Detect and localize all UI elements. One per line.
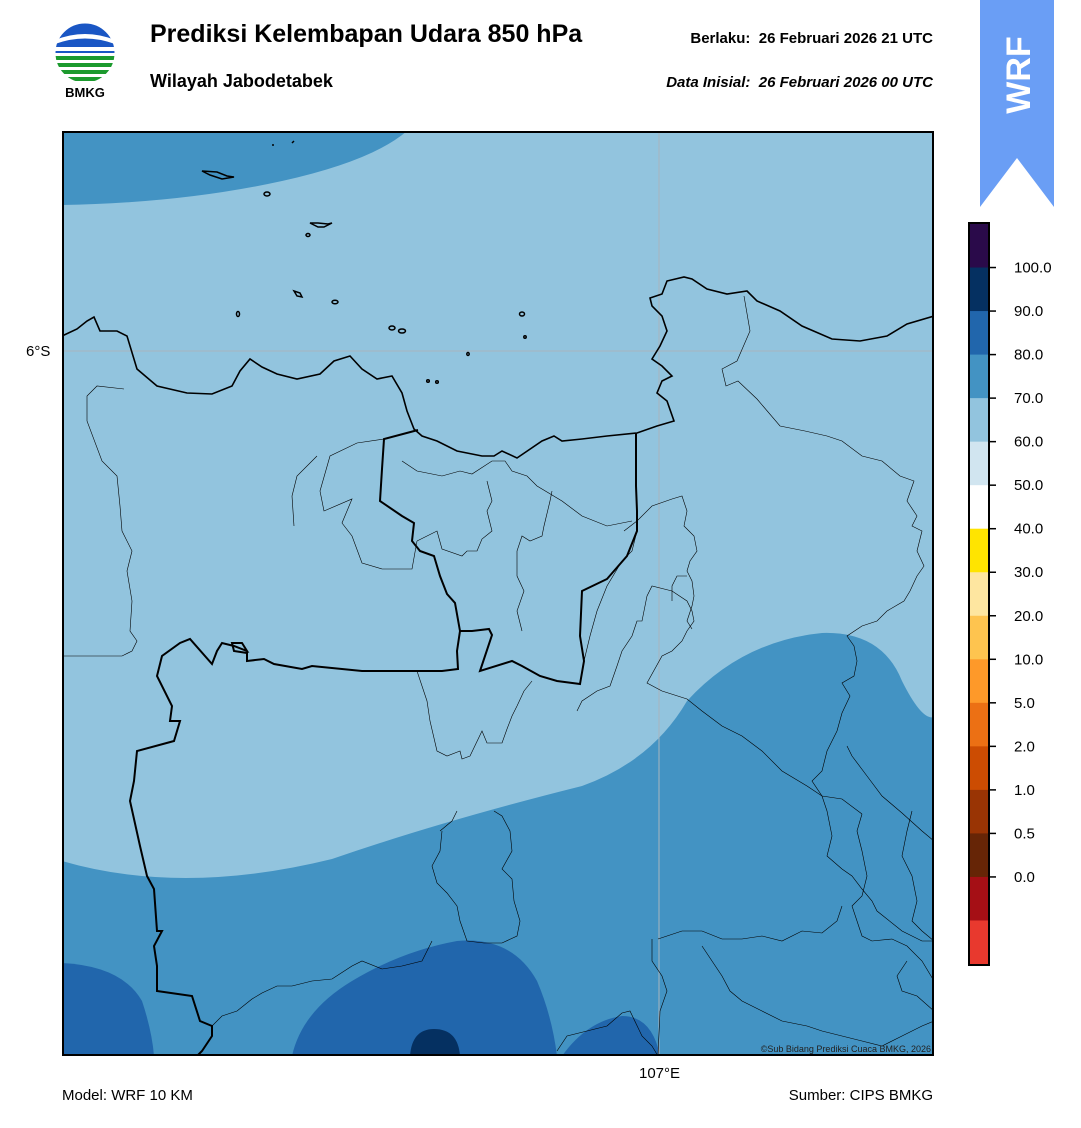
colorbar-band — [970, 224, 988, 269]
colorbar-tick-label: 0.5 — [1014, 825, 1035, 842]
colorbar-ticks: 100.0 90.0 80.0 70.0 60.0 50.0 40.0 30.0 20.0 10.… — [989, 260, 1052, 886]
colorbar-band — [970, 659, 988, 704]
lat-tick-label: 6°S — [26, 343, 51, 360]
page-title: Prediksi Kelembapan Udara 850 hPa — [150, 20, 583, 48]
valid-value: 26 Februari 2026 21 UTC — [758, 30, 933, 47]
init-value: 26 Februari 2026 00 UTC — [758, 74, 933, 91]
colorbar-band — [970, 311, 988, 356]
colorbar-tick-label: 0.0 — [1014, 869, 1035, 886]
field-80-90-west — [62, 963, 154, 1056]
colorbar-band — [970, 833, 988, 878]
humidity-map — [62, 131, 934, 1056]
colorbar-band — [970, 789, 988, 834]
map-border — [62, 131, 934, 1056]
colorbar-band — [970, 702, 988, 747]
colorbar-tick-label: 60.0 — [1014, 434, 1043, 451]
source-label: Sumber: CIPS BMKG — [788, 1087, 933, 1104]
colorbar-border — [968, 222, 990, 966]
valid-time: Berlaku: 26 Februari 2026 21 UTC — [690, 30, 933, 47]
wrf-badge: WRF — [980, 0, 1054, 207]
colorbar-tick-label: 30.0 — [1014, 564, 1043, 581]
colorbar-band — [970, 354, 988, 399]
page-subtitle: Wilayah Jabodetabek — [150, 71, 333, 91]
init-label: Data Inisial: — [666, 74, 751, 91]
logo-text: BMKG — [65, 85, 105, 100]
colorbar-band — [970, 267, 988, 312]
colorbar-tick-label: 10.0 — [1014, 651, 1043, 668]
lon-tick-label: 107°E — [639, 1065, 681, 1082]
islands — [201, 140, 527, 385]
colorbar-band — [970, 398, 988, 443]
colorbar-band — [970, 572, 988, 617]
regency-borders — [62, 295, 934, 1056]
colorbar-tick-label: 20.0 — [1014, 608, 1043, 625]
colorbar-tick-label: 5.0 — [1014, 695, 1035, 712]
colorbar-band — [970, 615, 988, 660]
colorbar-band — [970, 876, 988, 921]
bmkg-logo-icon — [54, 22, 116, 84]
colorbar-tick-label: 100.0 — [1014, 260, 1052, 277]
wrf-badge-text: WRF — [1000, 36, 1038, 113]
colorbar-tick-label: 1.0 — [1014, 782, 1035, 799]
colorbar-tick-label: 40.0 — [1014, 521, 1043, 538]
province-border — [128, 429, 638, 1056]
coastline — [62, 276, 934, 459]
valid-label: Berlaku: — [690, 30, 751, 47]
colorbar-band — [970, 441, 988, 486]
model-label: Model: WRF 10 KM — [62, 1087, 193, 1104]
colorbar-tick-label: 80.0 — [1014, 347, 1043, 364]
colorbar-tick-label: 70.0 — [1014, 390, 1043, 407]
colorbar-band — [970, 528, 988, 573]
colorbar-band — [970, 746, 988, 791]
colorbar-tick-label: 90.0 — [1014, 303, 1043, 320]
colorbar-bands — [970, 224, 988, 965]
field-80-90-east — [562, 1016, 660, 1056]
field-70-80-north — [62, 131, 407, 205]
field-70-80-south — [62, 632, 934, 1056]
colorbar-tick-label: 50.0 — [1014, 477, 1043, 494]
colorbar: 100.0 90.0 80.0 70.0 60.0 50.0 40.0 30.0 20.0 10.… — [968, 222, 1052, 966]
colorbar-band — [970, 920, 988, 965]
field-80-90-center — [292, 940, 557, 1056]
init-time: Data Inisial: 26 Februari 2026 00 UTC — [666, 74, 933, 91]
colorbar-tick-label: 2.0 — [1014, 738, 1035, 755]
field-90-100 — [410, 1029, 460, 1056]
map-copyright: ©Sub Bidang Prediksi Cuaca BMKG, 2026 — [760, 1044, 931, 1054]
colorbar-band — [970, 485, 988, 530]
